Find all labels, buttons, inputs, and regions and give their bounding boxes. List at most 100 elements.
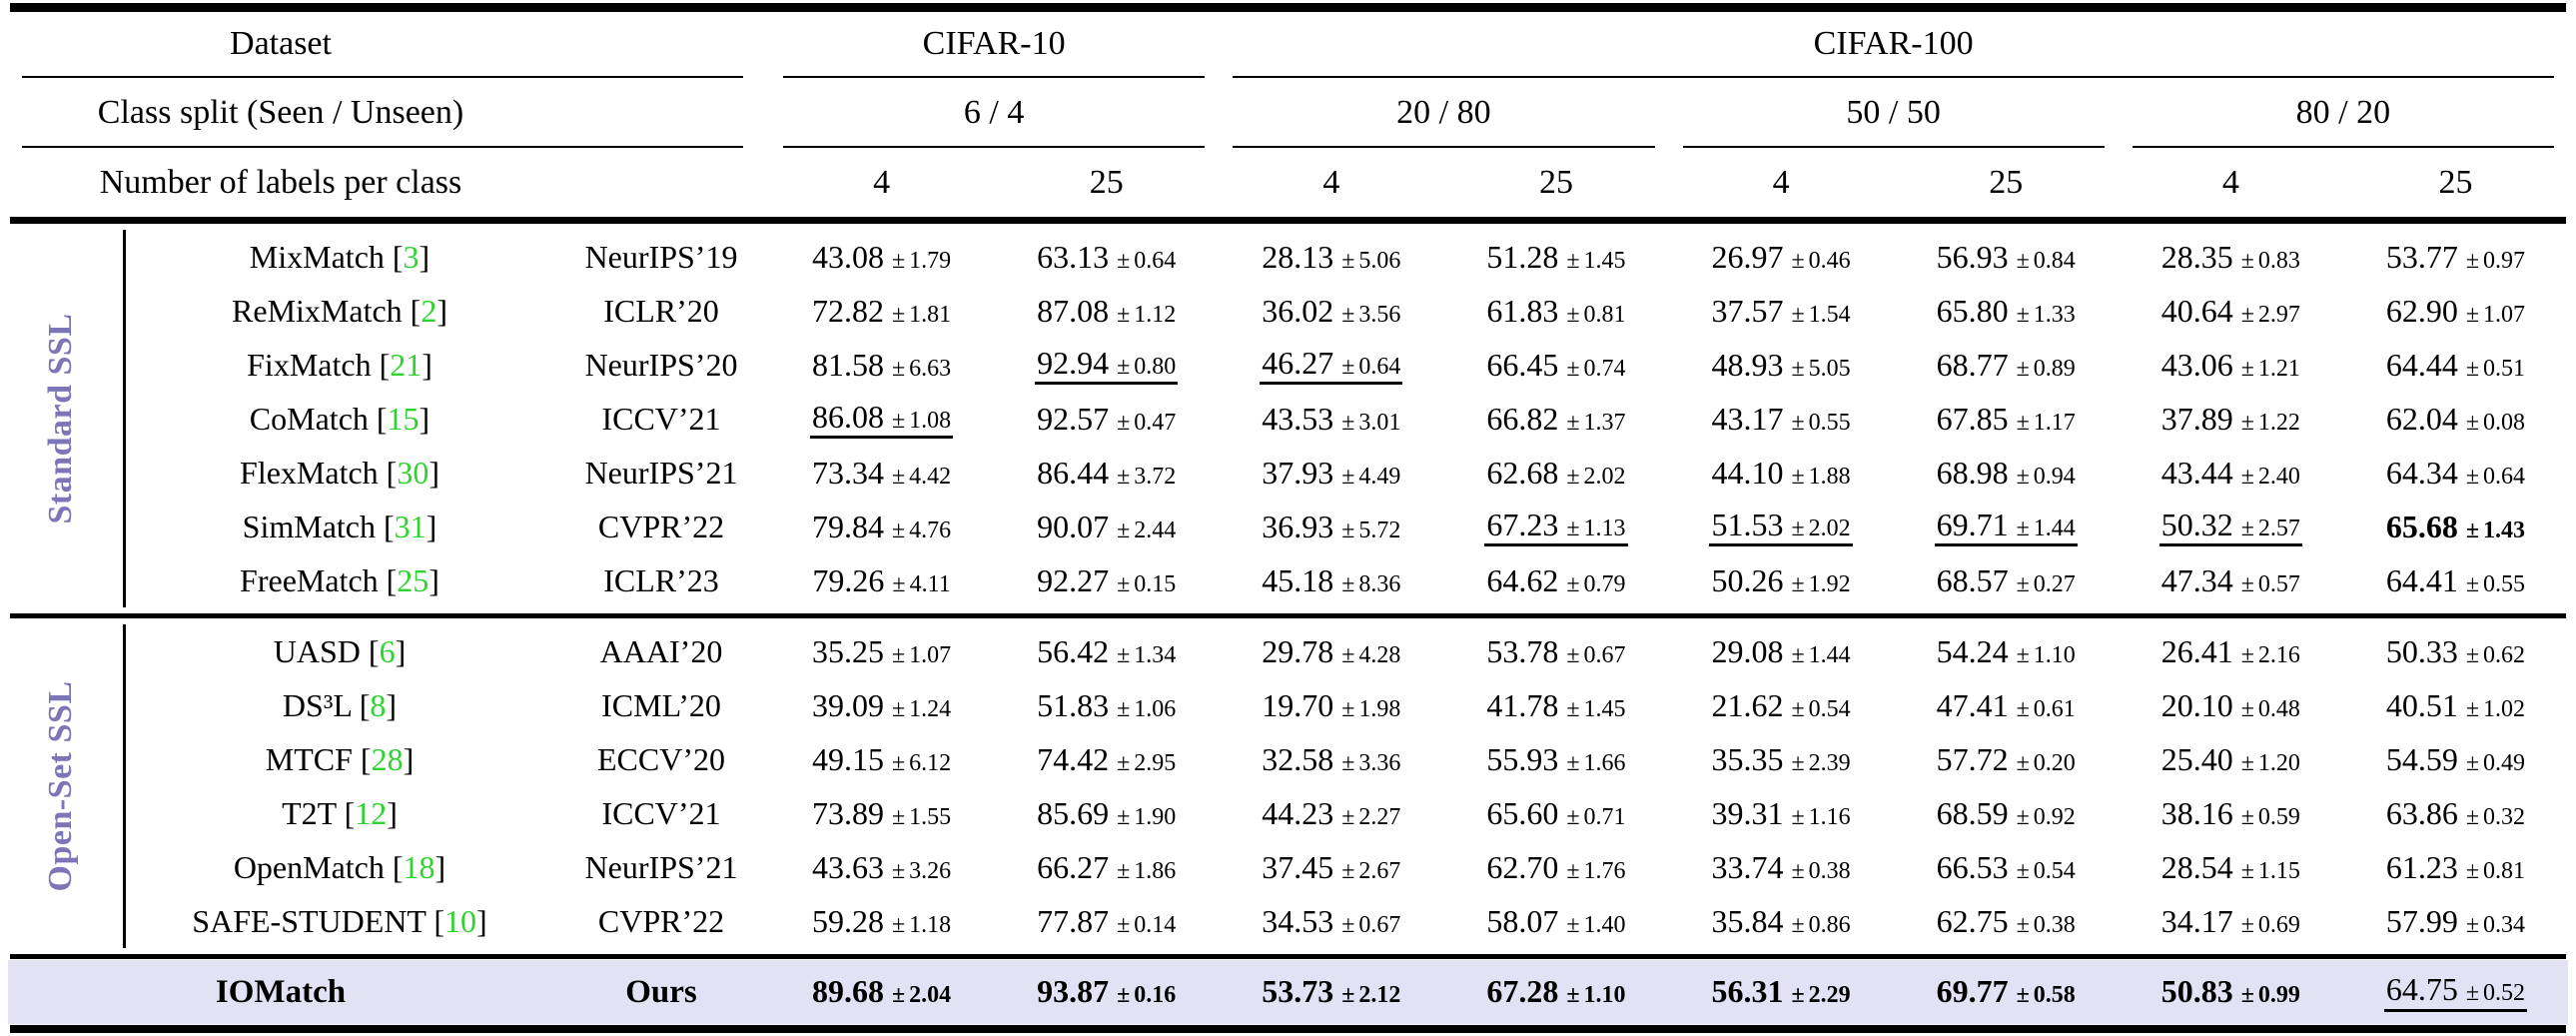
plus-minus-sign: ± bbox=[1791, 695, 1805, 722]
plus-minus-sign: ± bbox=[1341, 857, 1355, 884]
plus-minus-sign: ± bbox=[891, 695, 906, 722]
iomatch-row: IOMatch Ours 89.68 ±2.04 93.87 ±0.16 53.73 ±2… bbox=[8, 960, 2568, 1024]
score-std: 1.44 bbox=[2033, 515, 2076, 541]
plus-minus-sign: ± bbox=[1117, 981, 1131, 1008]
plus-minus-sign: ± bbox=[1566, 641, 1580, 668]
plus-minus-sign: ± bbox=[1791, 463, 1805, 490]
score-cell: 47.34 ±0.57 bbox=[2119, 562, 2343, 599]
score-std: 1.44 bbox=[1808, 641, 1851, 668]
method-text: OpenMatch [ bbox=[233, 848, 404, 885]
score-value: 44.23 ±2.27 bbox=[1262, 796, 1400, 831]
plus-minus-sign: ± bbox=[891, 463, 906, 490]
plus-minus-sign: ± bbox=[2016, 911, 2030, 938]
score-value: 37.45 ±2.67 bbox=[1262, 850, 1400, 885]
iomatch-method-name: IOMatch bbox=[215, 973, 347, 1010]
score-std: 0.34 bbox=[2483, 911, 2526, 938]
score-value: 72.82 ±1.81 bbox=[812, 294, 951, 329]
score-std: 2.44 bbox=[1134, 517, 1177, 543]
score-std: 2.04 bbox=[909, 981, 952, 1008]
method-text: ] bbox=[395, 632, 407, 669]
score-std: 1.06 bbox=[1134, 695, 1177, 722]
score-std: 0.46 bbox=[1808, 247, 1851, 274]
score-value: 57.72 ±0.20 bbox=[1937, 742, 2076, 777]
score-mean: 19.70 bbox=[1262, 686, 1334, 723]
score-cell: 43.08 ±1.79 bbox=[769, 239, 994, 276]
score-cell: 64.44 ±0.51 bbox=[2343, 347, 2568, 384]
plus-minus-sign: ± bbox=[2016, 641, 2030, 668]
score-mean: 56.42 bbox=[1037, 632, 1110, 669]
score-cell: 66.27 ±1.86 bbox=[994, 849, 1219, 886]
score-mean: 21.62 bbox=[1711, 686, 1784, 723]
score-value: 92.27 ±0.15 bbox=[1037, 561, 1176, 598]
score-cell: 28.54 ±1.15 bbox=[2119, 849, 2343, 886]
score-std: 0.83 bbox=[2257, 247, 2300, 274]
score-mean: 67.23 bbox=[1486, 506, 1559, 542]
plus-minus-sign: ± bbox=[891, 911, 906, 938]
score-mean: 47.34 bbox=[2160, 561, 2233, 598]
score-std: 0.86 bbox=[1808, 911, 1851, 938]
plus-minus-sign: ± bbox=[1117, 353, 1131, 380]
score-cell: 68.57 ±0.27 bbox=[1894, 562, 2119, 599]
plus-minus-sign: ± bbox=[2016, 981, 2030, 1008]
score-value: 63.86 ±0.32 bbox=[2386, 796, 2525, 831]
score-std: 0.58 bbox=[2033, 981, 2076, 1008]
venue: CVPR’22 bbox=[597, 508, 725, 544]
score-mean: 92.27 bbox=[1037, 561, 1110, 598]
dataset-cifar10-label: CIFAR-10 bbox=[922, 25, 1066, 62]
table-row: T2T [12] ICCV’21 73.89 ±1.55 85.69 ±1.90 44.23… bbox=[126, 786, 2568, 840]
score-value: 69.77 ±0.58 bbox=[1937, 974, 2076, 1010]
score-cell: 19.70 ±1.98 bbox=[1219, 687, 1443, 724]
plus-minus-sign: ± bbox=[1566, 515, 1580, 541]
score-std: 1.10 bbox=[1583, 981, 1626, 1008]
score-mean: 45.18 bbox=[1262, 561, 1334, 598]
method-text: ] bbox=[403, 740, 415, 777]
citation-number: 8 bbox=[370, 686, 387, 723]
score-cell: 50.32 ±2.57 bbox=[2119, 507, 2343, 547]
score-std: 3.72 bbox=[1134, 463, 1177, 490]
rule-segment bbox=[22, 146, 743, 148]
header-bottom-rule bbox=[10, 217, 2566, 224]
method-text: ReMixMatch [ bbox=[232, 292, 422, 329]
score-mean: 53.73 bbox=[1262, 972, 1334, 1009]
score-value: 35.35 ±2.39 bbox=[1711, 742, 1850, 777]
score-std: 0.47 bbox=[1134, 409, 1177, 436]
section-standard-ssl: Standard SSL MixMatch [3] NeurIPS’19 43.08 ±… bbox=[8, 225, 2568, 612]
venue: ECCV’20 bbox=[597, 740, 725, 777]
score-std: 0.99 bbox=[2257, 981, 2300, 1008]
dataset-header-label: Dataset bbox=[230, 25, 332, 62]
score-std: 0.51 bbox=[2483, 355, 2526, 382]
score-mean: 64.41 bbox=[2385, 561, 2458, 598]
score-std: 0.52 bbox=[2483, 979, 2526, 1006]
score-mean: 66.45 bbox=[1486, 346, 1559, 383]
score-mean: 68.98 bbox=[1936, 454, 2009, 491]
score-mean: 63.13 bbox=[1037, 238, 1110, 275]
score-value: 56.42 ±1.34 bbox=[1037, 632, 1176, 669]
split-6-4: 6 / 4 bbox=[963, 94, 1025, 131]
score-mean: 54.59 bbox=[2385, 740, 2458, 777]
score-mean: 92.57 bbox=[1037, 400, 1110, 437]
score-cell: 63.86 ±0.32 bbox=[2343, 795, 2568, 832]
score-mean: 66.27 bbox=[1037, 848, 1110, 885]
plus-minus-sign: ± bbox=[1117, 641, 1131, 668]
plus-minus-sign: ± bbox=[2465, 749, 2480, 776]
score-std: 1.40 bbox=[1583, 911, 1626, 938]
score-mean: 43.44 bbox=[2160, 454, 2233, 491]
plus-minus-sign: ± bbox=[892, 570, 906, 597]
citation-number: 6 bbox=[379, 632, 396, 669]
split-50-50: 50 / 50 bbox=[1846, 94, 1941, 131]
score-cell: 64.41 ±0.55 bbox=[2343, 562, 2568, 599]
plus-minus-sign: ± bbox=[2240, 409, 2254, 436]
score-cell: 79.84 ±4.76 bbox=[769, 509, 994, 545]
venue: NeurIPS’21 bbox=[584, 848, 738, 885]
table-row: OpenMatch [18] NeurIPS’21 43.63 ±3.26 66.27 ±… bbox=[126, 840, 2568, 894]
plus-minus-sign: ± bbox=[2465, 463, 2480, 490]
labels-count: 4 bbox=[1322, 164, 1340, 201]
score-cell: 32.58 ±3.36 bbox=[1219, 741, 1443, 778]
score-std: 0.84 bbox=[2033, 247, 2076, 274]
score-mean: 62.04 bbox=[2385, 400, 2458, 437]
score-value: 79.84 ±4.76 bbox=[812, 510, 951, 544]
score-mean: 66.82 bbox=[1486, 400, 1559, 437]
score-value: 64.41 ±0.55 bbox=[2385, 561, 2525, 598]
labels-count: 4 bbox=[1772, 164, 1790, 201]
score-std: 0.67 bbox=[1358, 911, 1401, 938]
